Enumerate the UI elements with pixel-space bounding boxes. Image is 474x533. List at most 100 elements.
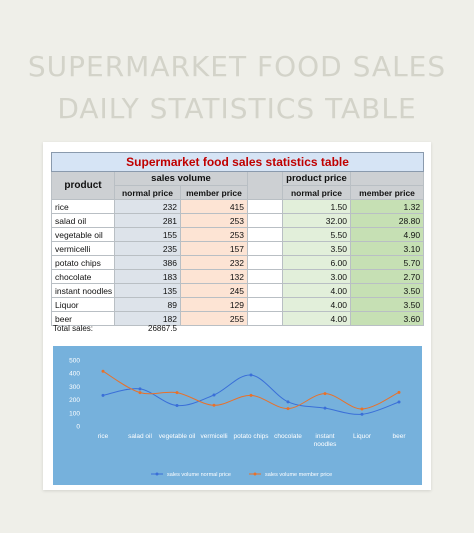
table-row: potato chips 386 232 6.00 5.70: [51, 255, 425, 270]
series-point: [397, 400, 401, 404]
cell-pp-member[interactable]: 5.70: [349, 255, 425, 270]
cell-sv-normal[interactable]: 232: [114, 199, 181, 214]
series-point: [249, 393, 253, 397]
cell-blank[interactable]: [247, 297, 283, 312]
cell-product[interactable]: vermicelli: [51, 241, 115, 256]
cell-sv-normal[interactable]: 155: [114, 227, 181, 242]
cell-product[interactable]: beer: [51, 311, 115, 326]
x-tick-label: rice: [98, 433, 109, 440]
y-tick-label: 200: [69, 397, 80, 404]
series-point: [212, 393, 216, 397]
cell-product[interactable]: chocolate: [51, 269, 115, 284]
x-tick-label: chocolate: [274, 433, 302, 440]
cell-blank[interactable]: [247, 199, 283, 214]
cell-blank[interactable]: [247, 213, 283, 228]
cell-product[interactable]: Liquor: [51, 297, 115, 312]
legend-label: sales volume member price: [265, 472, 332, 478]
cell-sv-member[interactable]: 253: [180, 227, 248, 242]
table-caption: Supermarket food sales statistics table: [50, 152, 425, 172]
cell-pp-member[interactable]: 28.80: [349, 213, 425, 228]
x-tick-label: beer: [392, 433, 406, 440]
cell-pp-member[interactable]: 3.50: [349, 283, 425, 298]
y-tick-label: 500: [69, 358, 80, 365]
chart-svg: 500 400 300 200 100 0 rice salad oil vegetable o…: [69, 358, 406, 479]
table-row: salad oil 281 253 32.00 28.80: [51, 213, 425, 228]
cell-sv-normal[interactable]: 281: [114, 213, 181, 228]
legend-label: sales volume normal price: [167, 472, 231, 478]
cell-sv-member[interactable]: 157: [180, 241, 248, 256]
cell-pp-member[interactable]: 4.90: [349, 227, 425, 242]
cell-sv-member[interactable]: 232: [180, 255, 248, 270]
series-point: [360, 407, 364, 411]
sales-line-chart: 500 400 300 200 100 0 rice salad oil vegetable o…: [53, 346, 422, 485]
cell-pp-member[interactable]: 3.10: [349, 241, 425, 256]
cell-pp-normal[interactable]: 4.00: [282, 283, 351, 298]
series-point: [138, 391, 142, 395]
series-point: [101, 369, 105, 373]
cell-pp-normal[interactable]: 4.00: [282, 297, 351, 312]
series-point: [212, 403, 216, 407]
cell-sv-normal[interactable]: 135: [114, 283, 181, 298]
banner-title-line1: SUPERMARKET FOOD SALES: [27, 50, 447, 83]
header-blank: [247, 171, 283, 200]
x-tick-label: salad oil: [128, 433, 152, 440]
series-point: [360, 412, 364, 416]
cell-sv-normal[interactable]: 183: [114, 269, 181, 284]
table-row: rice 232 415 1.50 1.32: [51, 199, 425, 214]
header-sv-member-price: member price: [180, 185, 248, 200]
spreadsheet-card: Supermarket food sales statistics table …: [43, 142, 431, 490]
series-point: [397, 390, 401, 394]
cell-pp-member[interactable]: 3.60: [349, 311, 425, 326]
cell-pp-member[interactable]: 2.70: [349, 269, 425, 284]
cell-blank[interactable]: [247, 311, 283, 326]
cell-product[interactable]: salad oil: [51, 213, 115, 228]
series-point: [175, 391, 179, 395]
cell-blank[interactable]: [247, 255, 283, 270]
header-pp-member-price: member price: [349, 185, 425, 200]
cell-pp-normal[interactable]: 5.50: [282, 227, 351, 242]
cell-pp-normal[interactable]: 1.50: [282, 199, 351, 214]
cell-pp-normal[interactable]: 3.50: [282, 241, 351, 256]
cell-blank[interactable]: [247, 269, 283, 284]
cell-sv-member[interactable]: 132: [180, 269, 248, 284]
banner-title-line2: DAILY STATISTICS TABLE: [57, 92, 417, 125]
cell-pp-normal[interactable]: 32.00: [282, 213, 351, 228]
cell-sv-member[interactable]: 253: [180, 213, 248, 228]
cell-blank[interactable]: [247, 227, 283, 242]
cell-blank[interactable]: [247, 283, 283, 298]
cell-product[interactable]: rice: [51, 199, 115, 214]
sales-table: Supermarket food sales statistics table …: [50, 152, 425, 326]
header-sales-volume: sales volume: [114, 171, 248, 186]
cell-product[interactable]: potato chips: [51, 255, 115, 270]
series-point: [175, 404, 179, 408]
legend-marker: [253, 472, 257, 476]
cell-sv-member[interactable]: 255: [180, 311, 248, 326]
header-product-price: product price: [282, 171, 351, 186]
cell-pp-normal[interactable]: 4.00: [282, 311, 351, 326]
series-point: [101, 393, 105, 397]
header-product: product: [51, 171, 115, 200]
cell-sv-member[interactable]: 415: [180, 199, 248, 214]
cell-sv-member[interactable]: 245: [180, 283, 248, 298]
cell-sv-normal[interactable]: 386: [114, 255, 181, 270]
cell-pp-normal[interactable]: 3.00: [282, 269, 351, 284]
cell-product[interactable]: vegetable oil: [51, 227, 115, 242]
header-pp-normal-price: normal price: [282, 185, 351, 200]
series-point: [323, 392, 327, 396]
cell-pp-member[interactable]: 1.32: [349, 199, 425, 214]
cell-sv-member[interactable]: 129: [180, 297, 248, 312]
table-row: vegetable oil 155 253 5.50 4.90: [51, 227, 425, 242]
cell-sv-normal[interactable]: 235: [114, 241, 181, 256]
cell-pp-member[interactable]: 3.50: [349, 297, 425, 312]
cell-sv-normal[interactable]: 182: [114, 311, 181, 326]
cell-sv-normal[interactable]: 89: [114, 297, 181, 312]
y-tick-label: 300: [69, 384, 80, 391]
series-line-member-price: [102, 370, 400, 410]
table-row: vermicelli 235 157 3.50 3.10: [51, 241, 425, 256]
legend-marker: [155, 472, 159, 476]
x-tick-label: vermicelli: [200, 433, 227, 440]
cell-product[interactable]: instant noodles: [51, 283, 115, 298]
cell-pp-normal[interactable]: 6.00: [282, 255, 351, 270]
cell-blank[interactable]: [247, 241, 283, 256]
total-sales-value: 26867.5: [148, 324, 177, 333]
